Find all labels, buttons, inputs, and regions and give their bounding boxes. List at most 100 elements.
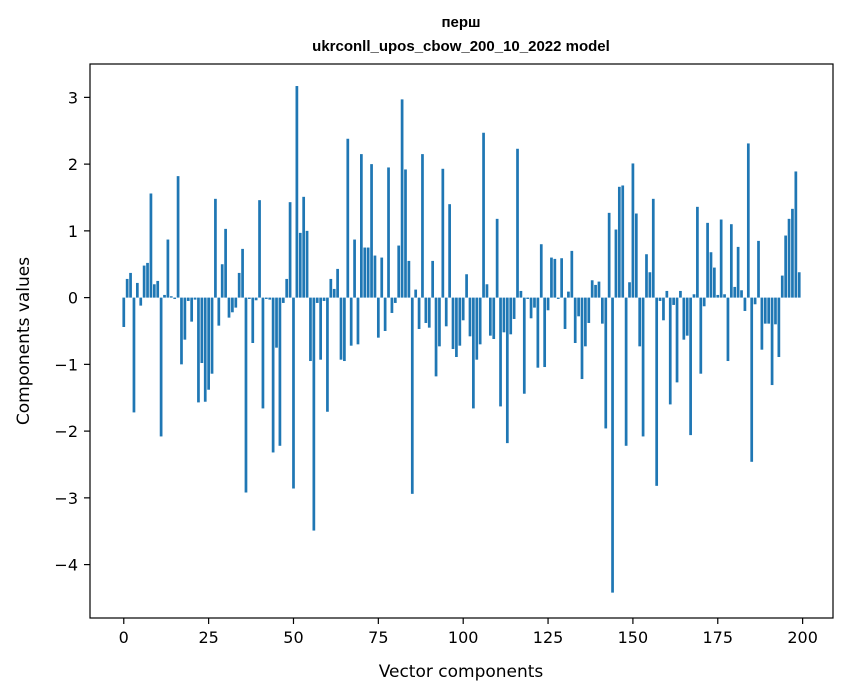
bar-188: [760, 297, 764, 350]
bar-73: [370, 164, 373, 298]
bar-27: [214, 198, 217, 298]
bar-157: [655, 297, 659, 486]
y-tick-label: 0: [68, 289, 78, 308]
chart-title: перш: [441, 14, 480, 31]
bar-82: [400, 99, 404, 298]
bar-9: [152, 284, 156, 298]
bar-176: [719, 219, 723, 298]
bar-74: [373, 255, 377, 298]
y-tick-label: −2: [54, 422, 78, 441]
bar-65: [343, 297, 346, 362]
bar-119: [526, 297, 530, 299]
bar-75: [376, 297, 380, 338]
bar-183: [743, 297, 747, 311]
x-tick-label: 200: [787, 628, 818, 647]
bar-52: [298, 232, 302, 298]
bar-195: [784, 235, 788, 298]
bar-20: [190, 297, 194, 322]
bar-149: [628, 282, 631, 298]
bar-37: [248, 297, 251, 299]
bar-28: [217, 297, 221, 326]
bar-135: [580, 297, 584, 380]
bar-61: [329, 278, 333, 298]
bar-129: [560, 258, 563, 298]
bar-112: [502, 297, 506, 333]
bar-177: [723, 294, 726, 298]
bar-18: [183, 297, 187, 340]
bar-57: [315, 297, 319, 303]
bar-92: [434, 297, 438, 377]
bar-1: [125, 278, 129, 298]
bar-12: [163, 294, 166, 298]
bar-147: [621, 185, 625, 298]
x-axis-label: Vector components: [379, 662, 544, 682]
bar-46: [278, 297, 282, 446]
bar-53: [302, 196, 306, 298]
bar-35: [241, 248, 244, 298]
bar-11: [159, 297, 163, 437]
bar-70: [360, 154, 363, 298]
bar-79: [390, 297, 394, 313]
bar-137: [587, 297, 591, 323]
bar-45: [275, 297, 278, 348]
bar-22: [197, 297, 200, 403]
bar-17: [180, 297, 183, 365]
bar-158: [658, 297, 662, 301]
bar-190: [767, 297, 771, 324]
bar-91: [431, 260, 435, 298]
bar-161: [668, 297, 672, 405]
plot-frame: [89, 63, 834, 619]
x-axis-ticks: 0 25 50 75 100 125 150 175 200: [119, 618, 818, 647]
bar-56: [312, 297, 316, 531]
bar-84: [407, 260, 411, 298]
bar-197: [791, 208, 794, 298]
bar-81: [397, 245, 401, 298]
bar-146: [617, 186, 621, 298]
bar-16: [176, 176, 180, 298]
bar-156: [651, 198, 655, 298]
bar-71: [363, 247, 367, 298]
bar-29: [220, 264, 224, 298]
bar-123: [539, 244, 543, 298]
bar-138: [590, 280, 594, 298]
bar-40: [258, 200, 261, 298]
bar-184: [746, 143, 750, 298]
bar-62: [332, 288, 336, 298]
bar-179: [729, 224, 733, 298]
bar-95: [444, 297, 448, 327]
x-tick-label: 50: [283, 628, 303, 647]
x-tick-label: 125: [533, 628, 564, 647]
bar-174: [713, 267, 716, 298]
bar-181: [736, 246, 740, 298]
bar-76: [380, 257, 384, 298]
bar-7: [146, 262, 149, 298]
bar-72: [366, 247, 370, 298]
bar-122: [536, 297, 540, 368]
bar-13: [166, 239, 170, 298]
bar-159: [662, 297, 665, 321]
bar-102: [468, 297, 472, 337]
bar-6: [142, 265, 146, 298]
bar-66: [346, 138, 350, 298]
bar-0: [122, 297, 126, 327]
bar-191: [770, 297, 774, 386]
bar-69: [356, 297, 360, 345]
bar-117: [519, 290, 523, 298]
bar-26: [210, 297, 214, 374]
bar-136: [584, 297, 587, 347]
x-tick-label: 175: [702, 628, 733, 647]
bar-85: [410, 297, 414, 494]
bar-99: [458, 297, 462, 346]
bar-90: [427, 297, 431, 328]
bar-97: [451, 297, 455, 350]
bar-94: [441, 168, 445, 298]
bar-41: [261, 297, 265, 409]
bar-180: [733, 286, 737, 298]
bar-186: [753, 297, 757, 305]
bar-139: [594, 284, 597, 298]
bar-88: [421, 154, 424, 298]
y-axis-label: Components values: [14, 257, 34, 425]
y-axis-ticks: −4 −3 −2 −1 0 1 2 3: [54, 88, 90, 575]
bar-192: [774, 297, 777, 325]
bar-116: [516, 148, 519, 298]
